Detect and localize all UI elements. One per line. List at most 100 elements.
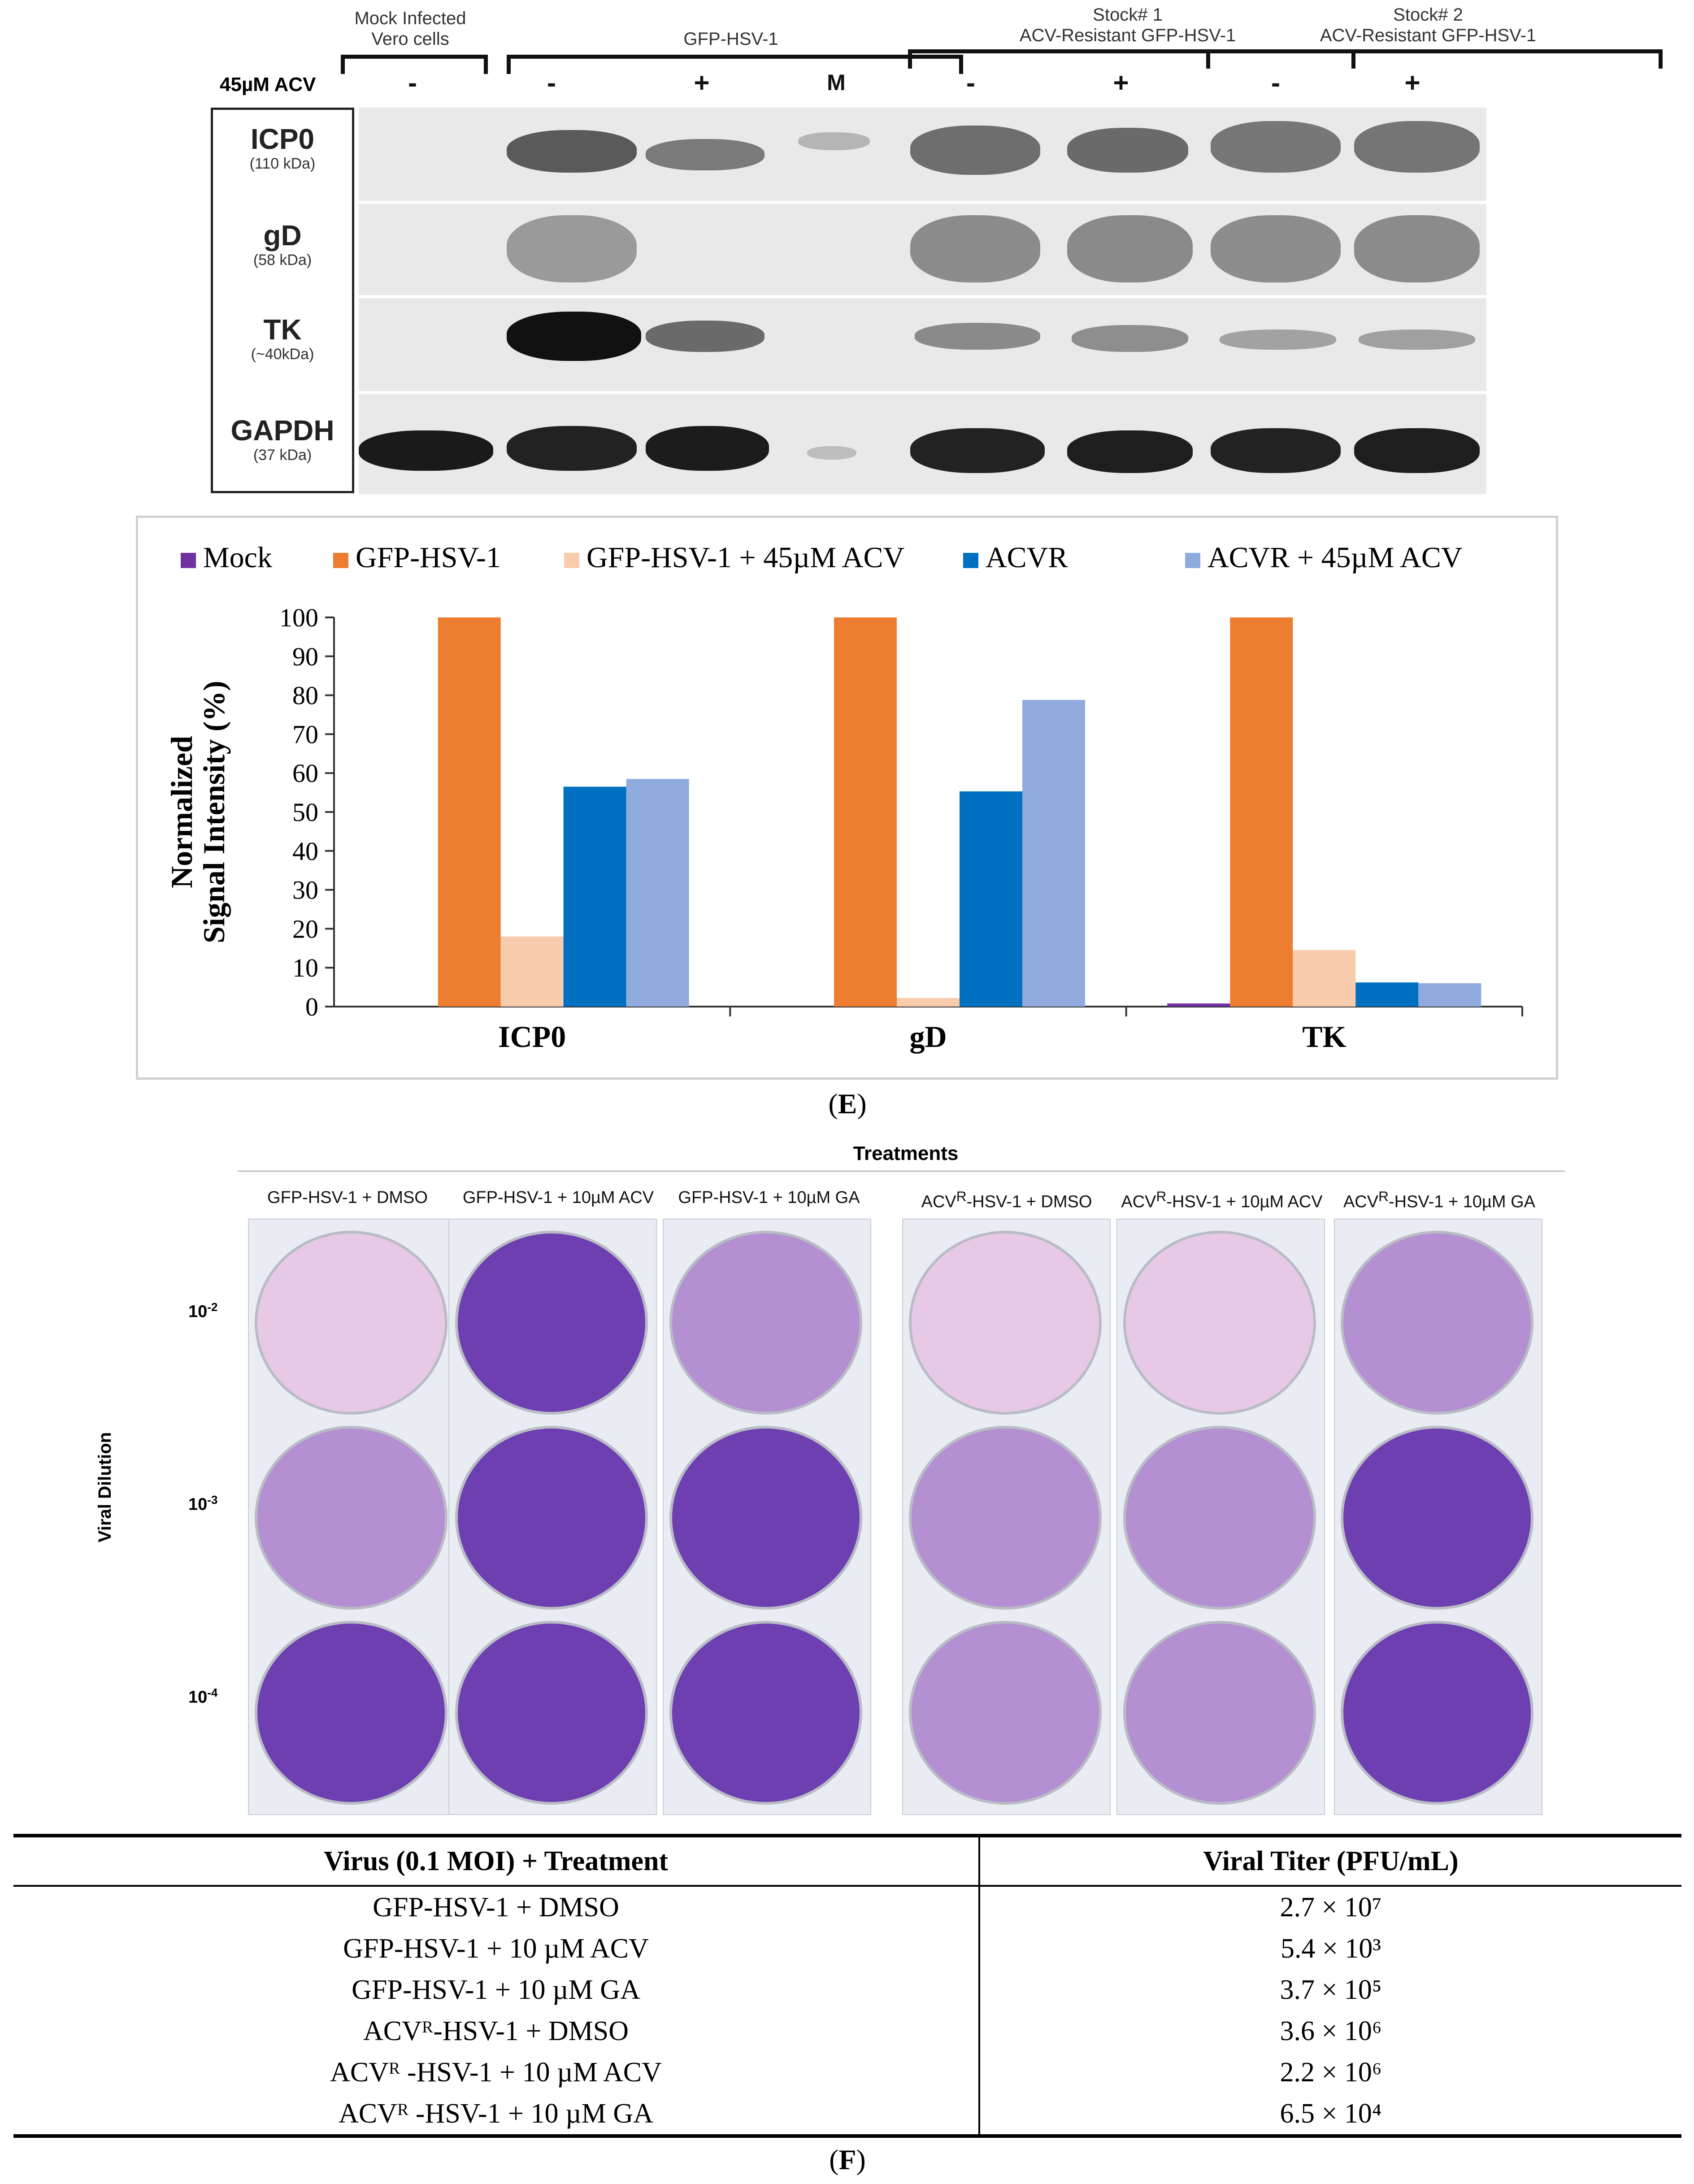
- legend-label: GFP-HSV-1: [356, 541, 501, 574]
- bracket-stock2: [1206, 49, 1663, 69]
- strip-separator: [359, 295, 1486, 298]
- protein-label-tk: TK (~40kDa): [213, 314, 352, 363]
- band-icp0-s1-acv: [1067, 128, 1188, 173]
- panel-label-f: (F): [829, 2144, 866, 2175]
- table-header-treatment: Virus (0.1 MOI) + Treatment: [13, 1836, 980, 1887]
- y-tick-label: 10: [292, 953, 318, 982]
- table-row: GFP-HSV-1 + 10 µM GA 3.7 × 10⁵: [13, 1969, 1681, 2010]
- superscript: R: [1378, 1188, 1389, 1204]
- header-gfp: GFP-HSV-1: [683, 29, 778, 49]
- protein-label-icp0: ICP0 (110 kDa): [213, 123, 352, 173]
- band-tk-s2-acv: [1359, 330, 1475, 350]
- plaque-well: [1123, 1426, 1316, 1610]
- legend-label: Mock: [203, 541, 272, 574]
- band-gapdh-gfp: [507, 426, 637, 471]
- bar: [1022, 700, 1085, 1007]
- x-tick-label: gD: [909, 1020, 947, 1054]
- y-tick-label: 50: [292, 798, 318, 827]
- table-cell-titer: 6.5 × 10⁴: [979, 2093, 1681, 2138]
- bracket-gfp: [507, 55, 963, 74]
- dilution-label-3: 10-3: [188, 1493, 217, 1515]
- band-icp0-s1: [910, 126, 1040, 175]
- header-stock1: Stock# 1 ACV-Resistant GFP-HSV-1: [1019, 5, 1236, 45]
- protein-label-box: ICP0 (110 kDa) gD (58 kDa) TK (~40kDa) G…: [211, 108, 354, 493]
- y-axis-label: Signal Intensity (%): [197, 681, 231, 943]
- band-gapdh-s2-acv: [1354, 428, 1480, 473]
- lane-sign-gfp-minus: -: [547, 68, 556, 98]
- table-cell-treatment: ACVᴿ-HSV-1 + DMSO: [13, 2010, 980, 2052]
- header-stock2: Stock# 2 ACV-Resistant GFP-HSV-1: [1320, 5, 1537, 45]
- plate-col-head-1: GFP-HSV-1 + 10µM ACV: [462, 1188, 654, 1207]
- protein-label-gd: gD (58 kDa): [213, 220, 352, 269]
- dilution-exp: -3: [207, 1493, 218, 1507]
- protein-kda: (58 kDa): [253, 252, 312, 269]
- band-gapdh-s1: [910, 428, 1045, 473]
- plaque-well: [255, 1621, 447, 1805]
- protein-kda: (~40kDa): [251, 346, 314, 363]
- plate-col-head-0: GFP-HSV-1 + DMSO: [267, 1188, 428, 1207]
- dilution-base: 10: [188, 1688, 208, 1707]
- x-tick-label: ICP0: [498, 1020, 566, 1054]
- lane-sign-s1-plus: +: [1113, 68, 1129, 98]
- lane-sign-s2-minus: -: [1271, 68, 1280, 98]
- dilution-base: 10: [188, 1302, 208, 1321]
- bracket-stock1: [908, 49, 1355, 69]
- protein-label-gapdh: GAPDH (37 kDa): [213, 415, 352, 464]
- legend-swatch: [564, 553, 579, 568]
- bar: [1167, 1003, 1230, 1007]
- plaque-well: [455, 1231, 648, 1415]
- band-tk-s1-acv: [1072, 325, 1188, 352]
- y-axis-label: Normalized: [165, 736, 199, 888]
- bar: [438, 617, 501, 1007]
- band-tk-s2: [1220, 330, 1336, 350]
- x-tick-label: TK: [1302, 1020, 1346, 1054]
- table-cell-titer: 3.6 × 10⁶: [1280, 2015, 1382, 2046]
- band-gd-s1: [910, 215, 1040, 282]
- table-row: ACVᴿ -HSV-1 + 10 µM ACV 2.2 × 10⁶: [13, 2052, 1681, 2093]
- band-icp0-s2: [1211, 121, 1341, 173]
- bar: [897, 998, 960, 1007]
- plaque-well: [455, 1426, 648, 1610]
- bar: [1418, 983, 1481, 1007]
- strip-separator: [359, 391, 1486, 394]
- legend-swatch: [1185, 553, 1200, 568]
- panel-label-e: (E): [828, 1088, 867, 1120]
- plaque-well: [255, 1426, 447, 1610]
- y-tick-label: 60: [292, 759, 318, 788]
- band-gd-s2-acv: [1354, 215, 1480, 282]
- table-cell-titer: 3.7 × 10⁵: [1280, 1974, 1382, 2005]
- legend-label: GFP-HSV-1 + 45µM ACV: [586, 541, 904, 574]
- band-gapdh-gfp-acv: [646, 426, 769, 471]
- table-row: GFP-HSV-1 + 10 µM ACV 5.4 × 10³: [13, 1928, 1681, 1969]
- bracket-mock: [341, 55, 488, 74]
- western-blot-image: [359, 108, 1486, 494]
- y-tick-label: 100: [279, 603, 318, 632]
- protein-name: GAPDH: [230, 414, 334, 447]
- strip-separator: [359, 201, 1486, 204]
- lane-sign-mock: -: [408, 68, 417, 98]
- band-tk-s1: [915, 323, 1040, 350]
- band-gapdh-mock: [359, 430, 493, 471]
- dilution-base: 10: [188, 1495, 208, 1514]
- superscript: R: [956, 1188, 967, 1204]
- bar: [1230, 617, 1293, 1007]
- panel-letter-f: F: [838, 2144, 856, 2175]
- y-tick-label: 0: [305, 992, 318, 1021]
- band-gd-gfp: [507, 215, 637, 282]
- band-tk-gfp: [507, 312, 641, 361]
- dilution-exp: -4: [207, 1686, 218, 1699]
- acv-concentration-label: 45µM ACV: [220, 74, 316, 96]
- header-mock: Mock Infected Vero cells: [354, 9, 466, 49]
- table-header-titer: Viral Titer (PFU/mL): [979, 1836, 1681, 1887]
- plates-title: Treatments: [853, 1142, 959, 1164]
- plaque-well: [669, 1426, 862, 1610]
- bar-chart: Mock GFP-HSV-1 GFP-HSV-1 + 45µM ACV ACVR ACV…: [165, 541, 1523, 1054]
- plaque-well: [909, 1231, 1102, 1415]
- table-row: ACVᴿ -HSV-1 + 10 µM GA 6.5 × 10⁴: [13, 2093, 1681, 2138]
- y-tick-label: 40: [292, 837, 318, 866]
- y-tick-label: 30: [292, 876, 318, 905]
- band-icp0-marker: [798, 132, 870, 150]
- table-header-row: Virus (0.1 MOI) + Treatment Viral Titer …: [13, 1836, 1681, 1887]
- y-tick-label: 90: [292, 642, 318, 671]
- dilution-label-2: 10-2: [188, 1300, 217, 1322]
